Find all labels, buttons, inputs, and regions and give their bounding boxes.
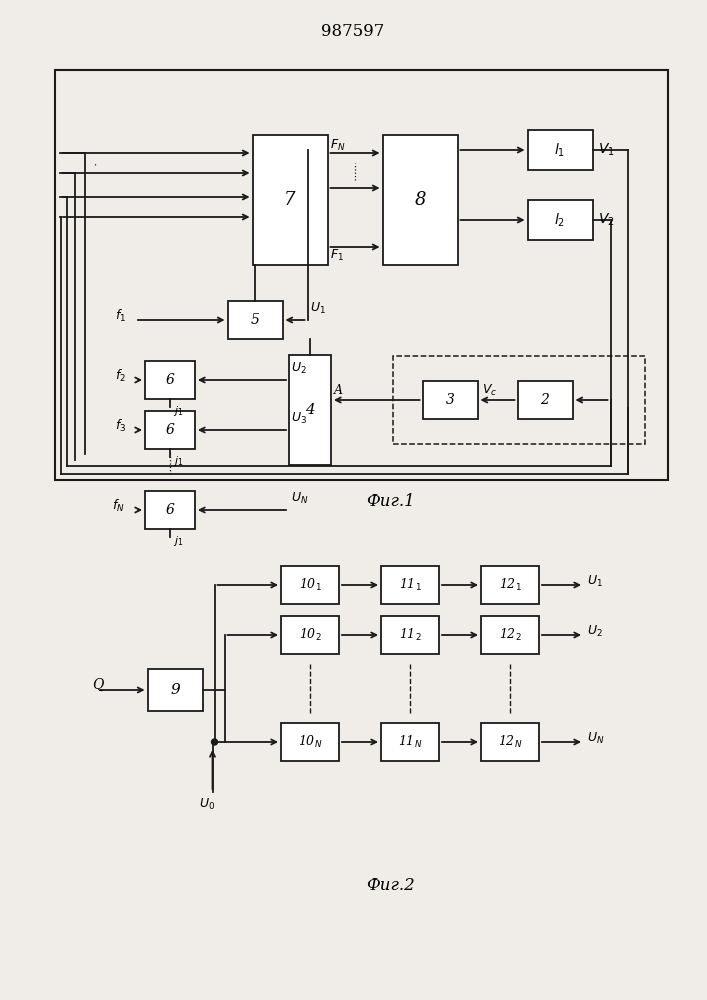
Bar: [481, 566, 539, 604]
Text: $U_1$: $U_1$: [587, 573, 603, 589]
Text: $f_1$: $f_1$: [115, 308, 126, 324]
Text: $U_2$: $U_2$: [291, 360, 307, 376]
Text: 11$_2$: 11$_2$: [399, 627, 421, 643]
Text: $U_N$: $U_N$: [291, 490, 308, 506]
Text: 11$_N$: 11$_N$: [398, 734, 422, 750]
Text: 6: 6: [165, 423, 175, 437]
Text: 12$_2$: 12$_2$: [498, 627, 521, 643]
Text: $j_1$: $j_1$: [173, 454, 184, 468]
Text: $U_3$: $U_3$: [291, 410, 307, 426]
Text: 8: 8: [414, 191, 426, 209]
Text: 5: 5: [250, 313, 259, 327]
Text: $V_2$: $V_2$: [597, 212, 614, 228]
Text: Фиг.1: Фиг.1: [366, 493, 414, 510]
Bar: [527, 200, 592, 240]
Text: $l_2$: $l_2$: [554, 211, 566, 229]
Text: 10$_N$: 10$_N$: [298, 734, 322, 750]
Bar: [281, 566, 339, 604]
Text: $F_N$: $F_N$: [329, 137, 345, 153]
Text: $U_1$: $U_1$: [310, 300, 327, 316]
Bar: [148, 669, 202, 711]
Bar: [289, 355, 331, 465]
Bar: [381, 616, 439, 654]
Text: $f_N$: $f_N$: [112, 498, 124, 514]
Bar: [252, 135, 327, 265]
Bar: [481, 723, 539, 761]
Bar: [481, 616, 539, 654]
Text: $V_1$: $V_1$: [597, 142, 614, 158]
Bar: [393, 356, 645, 444]
Text: $f_3$: $f_3$: [115, 418, 127, 434]
Text: 987597: 987597: [321, 23, 385, 40]
Text: $f_2$: $f_2$: [115, 368, 126, 384]
Text: 9: 9: [170, 683, 180, 697]
Text: 10$_1$: 10$_1$: [298, 577, 322, 593]
Bar: [145, 411, 195, 449]
Text: 12$_1$: 12$_1$: [498, 577, 521, 593]
Bar: [281, 616, 339, 654]
Bar: [527, 130, 592, 170]
Text: 2: 2: [541, 393, 549, 407]
Bar: [381, 723, 439, 761]
Text: 12$_N$: 12$_N$: [498, 734, 522, 750]
Text: 11$_1$: 11$_1$: [399, 577, 421, 593]
Bar: [55, 70, 668, 480]
Text: 6: 6: [165, 373, 175, 387]
Text: A: A: [334, 383, 343, 396]
Text: 7: 7: [284, 191, 296, 209]
Text: 10$_2$: 10$_2$: [298, 627, 321, 643]
Bar: [423, 381, 477, 419]
Text: 4: 4: [305, 403, 315, 417]
Bar: [382, 135, 457, 265]
Bar: [228, 301, 283, 339]
Circle shape: [211, 739, 218, 745]
Text: $j_1$: $j_1$: [173, 534, 184, 548]
Text: 3: 3: [445, 393, 455, 407]
Text: $U_N$: $U_N$: [587, 730, 604, 746]
Text: Q: Q: [93, 678, 104, 692]
Text: 6: 6: [165, 503, 175, 517]
Bar: [281, 723, 339, 761]
Text: $l_1$: $l_1$: [554, 141, 566, 159]
Bar: [145, 361, 195, 399]
Text: $U_0$: $U_0$: [199, 796, 216, 812]
Text: Фиг.2: Фиг.2: [366, 876, 414, 894]
Bar: [145, 491, 195, 529]
Text: $V_c$: $V_c$: [481, 382, 497, 398]
Text: $j_1$: $j_1$: [173, 404, 184, 418]
Bar: [518, 381, 573, 419]
Text: $F_1$: $F_1$: [329, 247, 344, 263]
Bar: [381, 566, 439, 604]
Text: $U_2$: $U_2$: [587, 623, 603, 639]
